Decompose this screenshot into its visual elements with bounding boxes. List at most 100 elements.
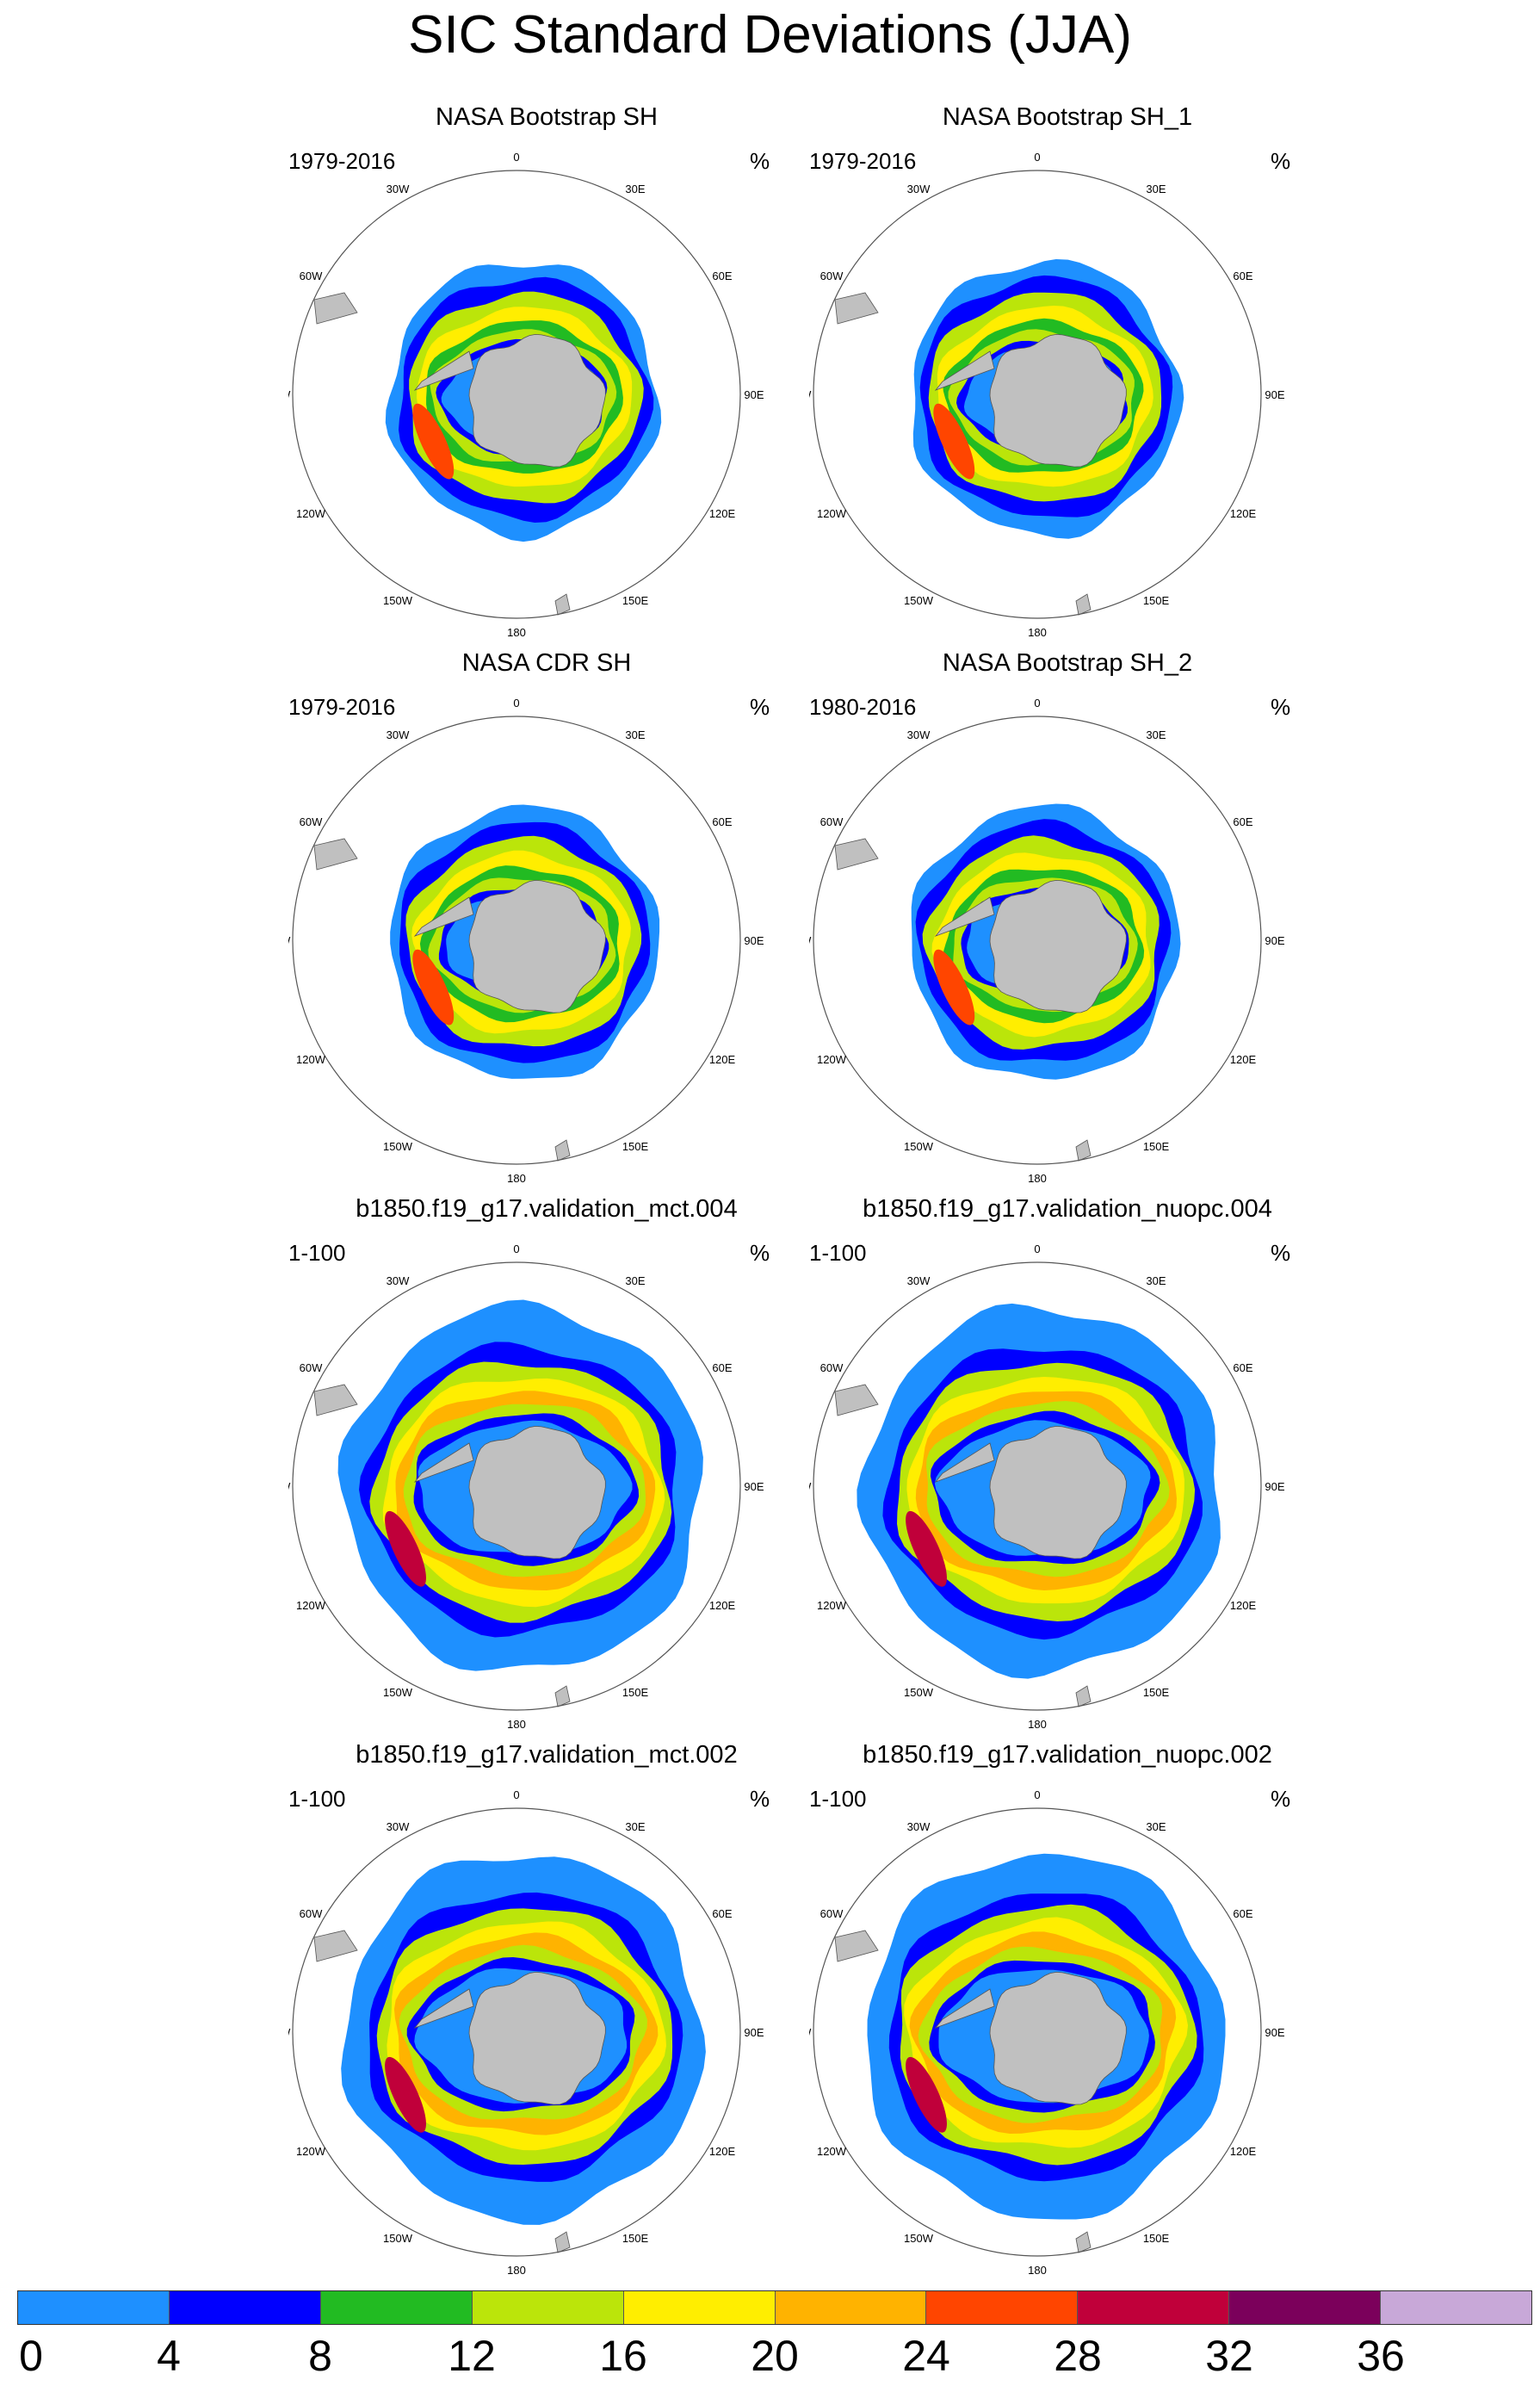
- longitude-label: 0: [1034, 1788, 1040, 1801]
- longitude-label: 60W: [300, 1907, 323, 1920]
- panel-period: 1-100: [809, 1786, 867, 1812]
- panel-period: 1-100: [288, 1240, 346, 1266]
- south-america-landmass: [313, 838, 358, 871]
- longitude-label: 90E: [1265, 934, 1284, 947]
- longitude-label: 90E: [744, 1480, 764, 1493]
- panel-period: 1979-2016: [288, 148, 396, 174]
- longitude-label: 180: [1028, 1718, 1047, 1731]
- colorbar-tick-label: 12: [448, 2332, 496, 2380]
- colorbar-tick-label: 24: [902, 2332, 950, 2380]
- longitude-label: 90E: [744, 934, 764, 947]
- longitude-label: 150W: [383, 1686, 413, 1699]
- colorbar-tick-label: 32: [1205, 2332, 1253, 2380]
- new-zealand-landmass: [1075, 1685, 1092, 1707]
- high-variance-region: [385, 1510, 426, 1587]
- longitude-label: 60W: [820, 815, 844, 828]
- south-america-landmass: [313, 1384, 358, 1416]
- colorbar-segment: [775, 2291, 927, 2324]
- longitude-label: 120W: [296, 2145, 326, 2158]
- colorbar-segment: [169, 2291, 321, 2324]
- panel-title: NASA Bootstrap SH_1: [942, 103, 1193, 131]
- south-america-landmass: [834, 838, 879, 871]
- longitude-label: 120E: [709, 1599, 736, 1612]
- polar-map: 0 30E 60E 90E 120E 150E 180 150W 120W 90W 60W 30W: [288, 1788, 764, 2277]
- colorbar-segment: [926, 2291, 1079, 2324]
- longitude-label: 150E: [622, 594, 649, 607]
- longitude-label: 90W: [809, 388, 812, 401]
- longitude-label: 120E: [709, 1053, 736, 1066]
- colorbar-tick-label: 4: [157, 2332, 181, 2380]
- longitude-label: 0: [1034, 1243, 1040, 1255]
- longitude-label: 60E: [1233, 1907, 1252, 1920]
- longitude-label: 120W: [296, 1053, 326, 1066]
- longitude-label: 60E: [712, 270, 732, 282]
- longitude-label: 0: [1034, 697, 1040, 710]
- longitude-label: 30E: [1146, 728, 1166, 741]
- longitude-label: 60W: [300, 815, 323, 828]
- longitude-label: 90W: [809, 934, 812, 947]
- colorbar-tick-label: 8: [308, 2332, 332, 2380]
- high-variance-region: [933, 949, 975, 1026]
- longitude-label: 30W: [907, 1820, 931, 1833]
- longitude-label: 150W: [904, 2232, 934, 2245]
- map-panel: 0 30E 60E 90E 120E 150E 180 150W 120W 90W 60W 30W b1…: [809, 1193, 1326, 1741]
- new-zealand-landmass: [554, 593, 571, 616]
- map-panel: 0 30E 60E 90E 120E 150E 180 150W 120W 90W 60W 30W NA…: [809, 648, 1326, 1195]
- polar-map: 0 30E 60E 90E 120E 150E 180 150W 120W 90W 60W 30W: [809, 151, 1285, 639]
- new-zealand-landmass: [554, 1139, 571, 1162]
- figure-title: SIC Standard Deviations (JJA): [408, 5, 1132, 65]
- polar-map: 0 30E 60E 90E 120E 150E 180 150W 120W 90W 60W 30W: [288, 697, 764, 1185]
- panel-units: %: [750, 694, 770, 720]
- longitude-label: 150W: [383, 2232, 413, 2245]
- panel-period: 1-100: [288, 1786, 346, 1812]
- longitude-label: 180: [1028, 2264, 1047, 2277]
- high-variance-region: [906, 1510, 947, 1587]
- longitude-label: 60E: [1233, 815, 1252, 828]
- longitude-label: 90W: [809, 1480, 812, 1493]
- longitude-label: 150E: [1143, 2232, 1170, 2245]
- map-panel: 0 30E 60E 90E 120E 150E 180 150W 120W 90W 60W 30W b1…: [288, 1193, 805, 1741]
- longitude-label: 60E: [712, 1361, 732, 1374]
- longitude-label: 30W: [907, 1274, 931, 1287]
- panel-units: %: [1271, 1240, 1291, 1266]
- antarctica-landmass: [989, 333, 1127, 468]
- antarctic-peninsula: [413, 350, 474, 391]
- polar-map: 0 30E 60E 90E 120E 150E 180 150W 120W 90W 60W 30W: [288, 1243, 764, 1731]
- panel-period: 1979-2016: [809, 148, 917, 174]
- map-boundary: [292, 1807, 741, 2257]
- longitude-label: 150W: [383, 594, 413, 607]
- antarctic-peninsula: [413, 1988, 474, 2029]
- colorbar-segment: [623, 2291, 776, 2324]
- longitude-label: 30E: [625, 1820, 645, 1833]
- polar-map: 0 30E 60E 90E 120E 150E 180 150W 120W 90W 60W 30W: [288, 151, 764, 639]
- antarctic-peninsula: [413, 1442, 474, 1483]
- longitude-label: 120W: [817, 2145, 847, 2158]
- longitude-label: 150E: [1143, 594, 1170, 607]
- south-america-landmass: [313, 292, 358, 325]
- antarctica-landmass: [989, 1971, 1127, 2105]
- map-panel: 0 30E 60E 90E 120E 150E 180 150W 120W 90W 60W 30W b1…: [809, 1739, 1326, 2287]
- longitude-label: 60W: [300, 270, 323, 282]
- colorbar-segment: [1381, 2291, 1532, 2324]
- longitude-label: 60W: [300, 1361, 323, 1374]
- longitude-label: 0: [513, 151, 519, 164]
- panel-period: 1979-2016: [288, 694, 396, 720]
- longitude-label: 60W: [820, 1907, 844, 1920]
- longitude-label: 30E: [1146, 183, 1166, 195]
- colorbar-segment: [320, 2291, 473, 2324]
- longitude-label: 150W: [904, 1140, 934, 1153]
- longitude-label: 0: [1034, 151, 1040, 164]
- antarctica-landmass: [468, 1971, 606, 2105]
- colorbar-segment: [1229, 2291, 1382, 2324]
- map-boundary: [813, 170, 1262, 619]
- longitude-label: 120E: [1230, 507, 1257, 520]
- antarctic-peninsula: [934, 896, 995, 937]
- map-boundary: [292, 170, 741, 619]
- longitude-label: 120E: [1230, 1599, 1257, 1612]
- antarctica-landmass: [468, 1425, 606, 1559]
- south-america-landmass: [834, 292, 879, 325]
- longitude-label: 30W: [907, 728, 931, 741]
- longitude-label: 90E: [1265, 2026, 1284, 2039]
- longitude-label: 120E: [709, 2145, 736, 2158]
- longitude-label: 90W: [288, 2026, 291, 2039]
